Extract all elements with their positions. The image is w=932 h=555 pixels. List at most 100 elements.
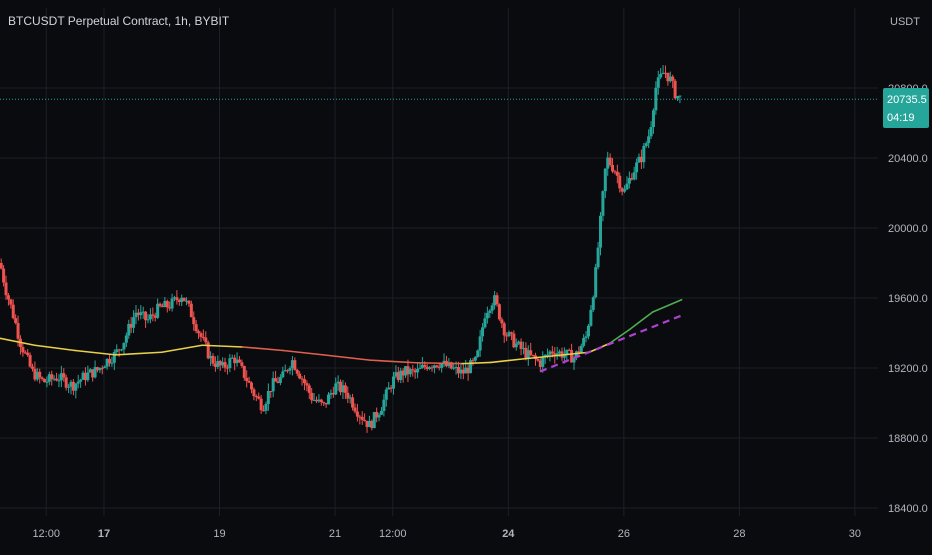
candle-body	[423, 364, 427, 367]
ma-segment	[628, 311, 654, 331]
y-tick-label: 19600.0	[888, 293, 928, 305]
candle-body	[76, 381, 80, 384]
candle-body	[148, 314, 152, 320]
candle-body	[387, 387, 391, 390]
time-axis[interactable]: 12:00 17 19 21 12:00 24 26 28 30	[32, 528, 861, 540]
candle-body	[314, 399, 318, 402]
candle-body	[351, 397, 355, 408]
candle-body	[517, 341, 521, 344]
candle-body	[204, 337, 208, 343]
candle-body	[632, 172, 636, 180]
candle-body	[192, 317, 196, 325]
candle-body	[367, 420, 371, 428]
candle-body	[348, 397, 352, 399]
candle-body	[471, 360, 475, 362]
y-tick-label: 20400.0	[888, 153, 928, 165]
candle-body	[372, 412, 376, 429]
candle-body	[269, 390, 273, 392]
candle-body	[197, 331, 201, 334]
candle-body	[165, 301, 169, 308]
candle-body	[490, 305, 494, 311]
candle-body	[124, 335, 128, 343]
candle-body	[649, 127, 653, 137]
candle-body	[307, 385, 311, 393]
candle-body	[666, 72, 670, 82]
candle-body	[497, 304, 501, 320]
x-tick-label: 30	[849, 528, 861, 540]
candle-body	[322, 402, 326, 404]
x-tick-label: 12:00	[379, 528, 407, 540]
candle-body	[310, 392, 314, 401]
candle-body	[466, 367, 470, 374]
axis-currency-label[interactable]: USDT	[890, 16, 920, 28]
candle-body	[379, 410, 383, 415]
candle-body	[384, 389, 388, 400]
x-tick-label: 17	[98, 528, 110, 540]
candle-body	[264, 403, 268, 411]
candle-body	[635, 162, 639, 173]
candle-body	[45, 381, 49, 383]
ma-segment	[368, 359, 417, 364]
candle-body	[509, 332, 513, 334]
candle-body	[74, 383, 78, 391]
candle-body	[461, 369, 465, 374]
candle-body	[478, 336, 482, 351]
candle-body	[404, 366, 408, 376]
candle-body	[40, 377, 44, 380]
candle-body	[14, 318, 18, 323]
candle-body	[134, 312, 138, 318]
candle-body	[28, 355, 32, 367]
last-price-value: 20735.5	[887, 94, 927, 106]
candle-body	[519, 341, 523, 349]
candle-body	[168, 307, 172, 309]
candle-body	[579, 345, 583, 353]
candle-body	[237, 359, 241, 363]
x-tick-label: 21	[329, 528, 341, 540]
candle-body	[331, 392, 335, 395]
candle-body	[50, 374, 54, 379]
candle-body	[425, 366, 429, 369]
ma-segment	[114, 351, 163, 356]
candle-body	[437, 367, 441, 369]
candle-body	[57, 380, 61, 382]
candle-body	[312, 399, 316, 401]
ma-segment	[241, 346, 284, 352]
candle-body	[233, 357, 237, 364]
candle-body	[531, 354, 535, 356]
candle-body	[201, 336, 205, 338]
candle-body	[144, 311, 148, 321]
candle-body	[375, 412, 379, 418]
candle-body	[30, 366, 34, 369]
candle-body	[52, 378, 56, 380]
candle-body	[663, 72, 667, 74]
candle-body	[630, 178, 634, 180]
candle-body	[505, 335, 509, 337]
candle-body	[363, 419, 367, 421]
candle-body	[110, 362, 114, 364]
candle-body	[341, 385, 345, 393]
candle-body	[389, 387, 393, 389]
candle-body	[353, 407, 357, 412]
candle-body	[541, 357, 545, 367]
candle-body	[394, 372, 398, 377]
candle-body	[223, 362, 227, 368]
y-tick-label: 20000.0	[888, 223, 928, 235]
candle-body	[572, 357, 576, 363]
candle-body	[603, 168, 607, 192]
candle-body	[377, 414, 381, 418]
candle-body	[639, 156, 643, 163]
candle-body	[507, 332, 511, 337]
candle-body	[153, 315, 157, 318]
candle-body	[370, 420, 374, 429]
candle-body	[293, 360, 297, 370]
candle-body	[16, 322, 20, 339]
candle-body	[401, 370, 405, 376]
candle-body	[23, 352, 27, 354]
last-price-badge-bg	[883, 88, 929, 128]
candle-body	[274, 378, 278, 382]
candle-body	[38, 371, 42, 378]
candle-body	[334, 383, 338, 395]
candle-body	[189, 303, 193, 318]
